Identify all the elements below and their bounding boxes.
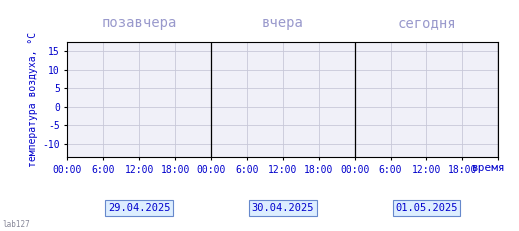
- Text: позавчера: позавчера: [102, 16, 177, 30]
- Text: 30.04.2025: 30.04.2025: [252, 203, 314, 213]
- Text: lab127: lab127: [3, 220, 30, 229]
- Text: 01.05.2025: 01.05.2025: [395, 203, 458, 213]
- Text: 29.04.2025: 29.04.2025: [108, 203, 171, 213]
- Text: время: время: [472, 163, 506, 173]
- Y-axis label: температура воздуха, °С: температура воздуха, °С: [28, 32, 38, 167]
- Text: вчера: вчера: [262, 16, 304, 30]
- Text: сегодня: сегодня: [397, 16, 456, 30]
